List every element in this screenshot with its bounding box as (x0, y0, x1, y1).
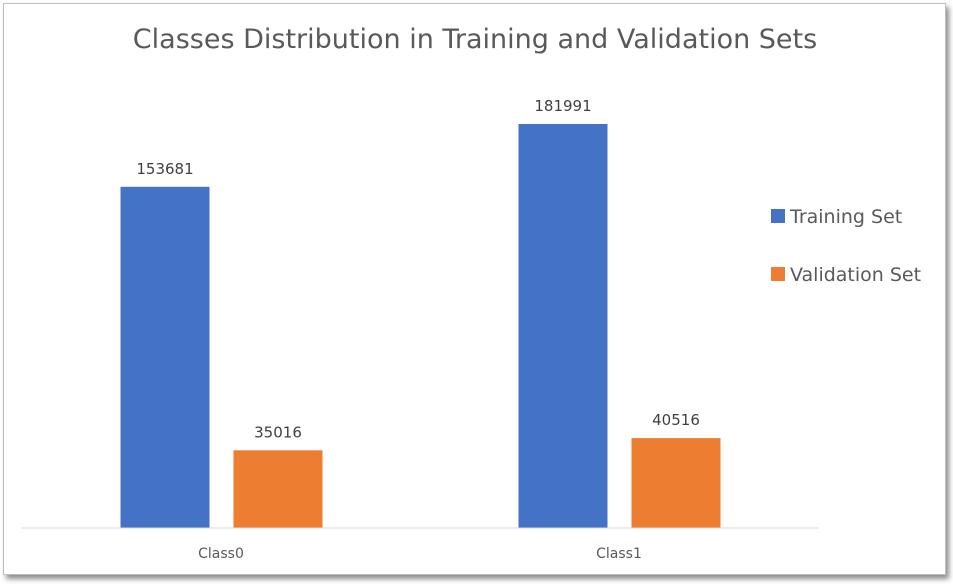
chart-title: Classes Distribution in Training and Val… (133, 24, 817, 55)
data-label-training-set-class1: 181991 (534, 97, 591, 115)
legend: Training Set Validation Set (771, 206, 921, 286)
data-label-validation-set-class0: 35016 (254, 423, 302, 441)
legend-label-validation-set: Validation Set (790, 264, 921, 286)
bar-validation-set-class0 (233, 450, 323, 528)
x-axis-ticks: Class0 Class1 (198, 546, 642, 562)
legend-swatch-validation-set (771, 267, 785, 281)
bar-training-set-class0 (120, 186, 210, 529)
bar-validation-set-class1 (631, 438, 721, 528)
legend-swatch-training-set (771, 209, 785, 223)
data-labels-group: 153681 35016 181991 40516 (136, 97, 699, 441)
x-tick-label-class1: Class1 (596, 546, 642, 562)
data-label-training-set-class0: 153681 (136, 160, 193, 178)
legend-label-training-set: Training Set (789, 206, 902, 228)
x-tick-label-class0: Class0 (198, 546, 244, 562)
bar-training-set-class1 (518, 124, 608, 528)
bars-group (120, 124, 721, 529)
data-label-validation-set-class1: 40516 (652, 411, 700, 429)
